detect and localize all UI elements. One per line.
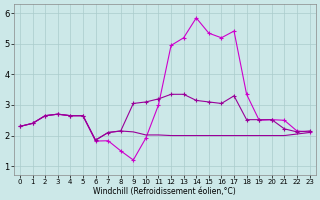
X-axis label: Windchill (Refroidissement éolien,°C): Windchill (Refroidissement éolien,°C) — [93, 187, 236, 196]
